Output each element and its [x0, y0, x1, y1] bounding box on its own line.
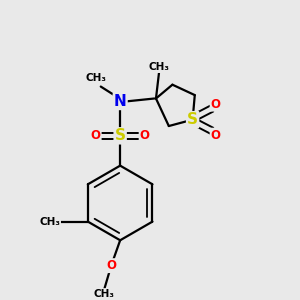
Text: N: N	[114, 94, 127, 109]
Text: O: O	[140, 129, 150, 142]
Text: S: S	[187, 112, 198, 127]
Text: O: O	[106, 259, 116, 272]
Text: S: S	[115, 128, 126, 143]
Text: O: O	[211, 129, 220, 142]
Text: CH₃: CH₃	[93, 289, 114, 299]
Text: O: O	[91, 129, 101, 142]
Text: CH₃: CH₃	[39, 217, 60, 226]
Text: CH₃: CH₃	[148, 62, 170, 72]
Text: CH₃: CH₃	[86, 73, 107, 82]
Text: O: O	[211, 98, 220, 111]
